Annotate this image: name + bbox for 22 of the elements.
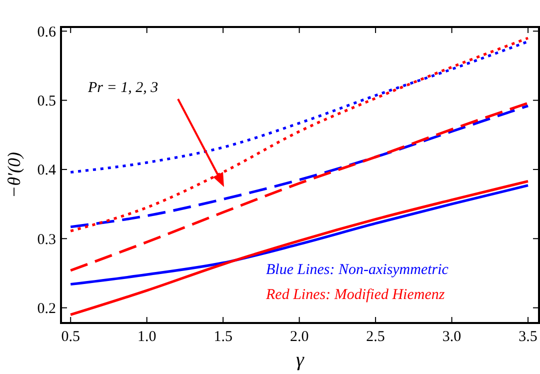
x-tick-label: 1.0 xyxy=(137,329,156,345)
annotation: Pr = 1, 2, 3 xyxy=(87,80,158,96)
x-tick-label: 0.5 xyxy=(61,329,80,345)
annotation: Red Lines: Modified Hiemenz xyxy=(265,287,445,303)
y-tick-label: 0.2 xyxy=(37,301,56,318)
x-tick-label: 3.5 xyxy=(518,329,538,345)
line-series xyxy=(69,184,530,286)
y-tick-label: 0.5 xyxy=(37,94,56,110)
x-tick-label: 2.0 xyxy=(290,329,309,345)
x-tick-label: 2.5 xyxy=(366,329,385,345)
line-series xyxy=(69,40,530,174)
x-tick-label: 3.0 xyxy=(442,329,462,345)
y-axis-title: −θ′(0) xyxy=(4,152,24,198)
line-series xyxy=(69,104,530,228)
x-tick-label: 1.5 xyxy=(214,329,232,345)
x-axis-title: γ xyxy=(296,349,306,371)
y-tick-label: 0.4 xyxy=(37,162,56,179)
annotation: Blue Lines: Non-axisymmetric xyxy=(266,262,449,278)
y-tick-label: 0.3 xyxy=(37,232,56,248)
line-series xyxy=(69,36,530,232)
line-series xyxy=(69,180,530,316)
y-tick-label: 0.6 xyxy=(37,24,56,40)
